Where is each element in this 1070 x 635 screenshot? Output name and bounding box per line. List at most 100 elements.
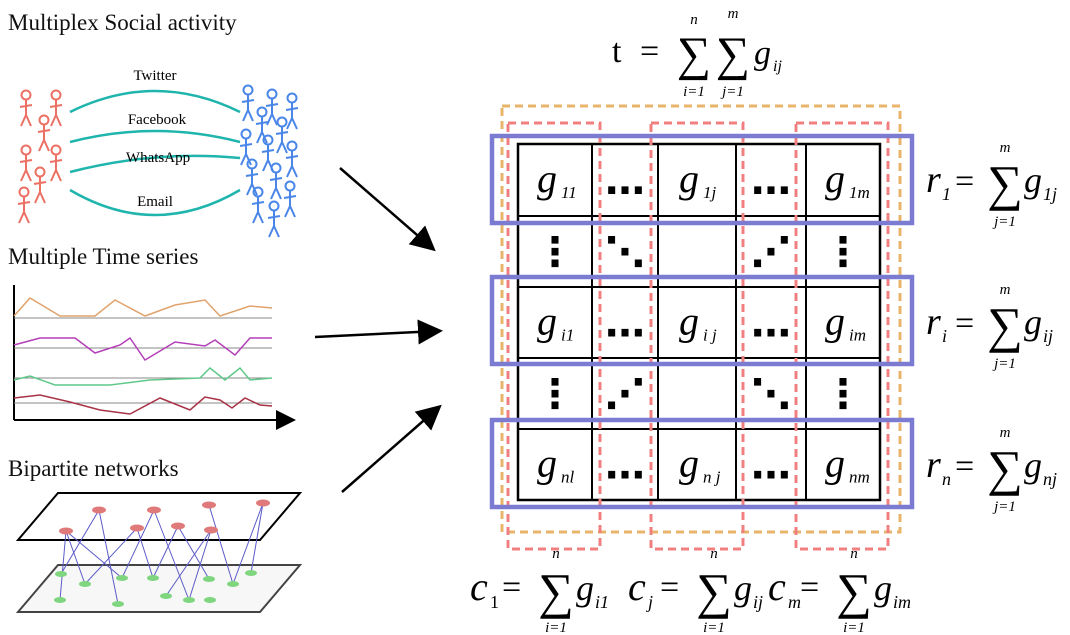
row-1-box [489, 133, 915, 226]
summand-index: im [893, 592, 911, 612]
column-j-box [649, 121, 745, 551]
twitter-label: Twitter [133, 68, 176, 84]
matrix-entry: g [537, 156, 557, 201]
sum-upper-limit: n [710, 546, 718, 562]
email-label: Email [137, 194, 173, 210]
facebook-link [69, 129, 241, 144]
summand: g [1024, 160, 1042, 200]
matrix-ellipsis: … [605, 158, 645, 204]
user-icon [267, 200, 281, 238]
equals-sign: = [955, 448, 974, 485]
equals-sign: = [955, 163, 974, 200]
row-sum-formula: r i = m∑ j=1 g ij [926, 282, 1053, 372]
column-sum-index: 1 [490, 592, 499, 612]
whatsapp-link [69, 154, 241, 174]
svg-text:n: n [690, 12, 698, 28]
matrix-entry-index: nm [849, 468, 870, 487]
matrix-group: g 11… g 1j… g 1m⋮ ⋱ ⋰ ⋮g i1… g i j… g im⋮ ⋰ ⋱ ⋮g nl… g n j…… [489, 104, 915, 551]
user-icon [33, 166, 47, 204]
matrix-ellipsis: ⋮ [823, 230, 863, 276]
user-icon [275, 116, 289, 154]
row-sum-symbol: r [926, 444, 941, 486]
timeseries-panel [13, 285, 296, 430]
row-sum-symbol: r [926, 159, 941, 201]
user-icon [19, 89, 33, 127]
sum-symbol: ∑ [987, 297, 1023, 353]
left-user-group [17, 89, 63, 224]
matrix-entry-index: 1m [849, 183, 870, 202]
sum-symbol: ∑ [538, 563, 574, 619]
equals-sign: = [660, 569, 679, 606]
matrix-entry-index: i1 [561, 326, 574, 345]
user-icon [19, 144, 33, 182]
summand-index: nj [1043, 469, 1057, 489]
row-sum-formulas: r 1 =m∑j=1g 1jr i =m∑j=1g ijr n =m∑j=1g nj [926, 140, 1057, 515]
input-arrows [314, 167, 443, 493]
twitter-link [69, 89, 241, 114]
column-1-box [506, 121, 602, 551]
matrix-entry-index: nl [561, 468, 575, 487]
sum-upper-limit: n [850, 546, 858, 562]
user-icon [283, 180, 297, 218]
user-icon [241, 84, 255, 122]
matrix-entry-index: n j [703, 468, 721, 487]
equals-sign: = [502, 569, 521, 606]
matrix-ellipsis: … [605, 443, 645, 489]
svg-text:j=1: j=1 [720, 84, 744, 100]
matrix-entry: g [825, 156, 845, 201]
column-sum-symbol: c [768, 564, 786, 609]
user-icon [37, 114, 51, 152]
matrix-ellipsis: ⋮ [535, 372, 575, 418]
row-i-box [489, 274, 915, 367]
user-icon [251, 186, 265, 224]
row-n-box [489, 417, 915, 510]
row-sum-index: i [942, 326, 947, 346]
bipartite-panel [15, 492, 303, 613]
sum-lower-limit: j=1 [992, 356, 1016, 372]
layer-links [69, 89, 241, 217]
matrix-entry: g [537, 441, 557, 486]
svg-text:g: g [754, 35, 771, 72]
svg-text:∑: ∑ [677, 28, 711, 81]
matrix-entry-index: 11 [561, 183, 577, 202]
top-layer-plane [15, 492, 303, 541]
user-icon [285, 140, 299, 178]
svg-text:∑: ∑ [716, 28, 750, 81]
summand: g [1024, 445, 1042, 485]
arrow-timeseries [314, 319, 443, 345]
matrix-ellipsis: ⋱ [605, 230, 645, 276]
column-sum-formula: c 1 = n∑i=1 g i1 [470, 546, 609, 635]
sum-lower-limit: j=1 [992, 499, 1016, 515]
svg-text:ij: ij [773, 58, 782, 75]
user-icon [255, 106, 269, 144]
series-3-line [13, 366, 273, 386]
matrix-entry: g [679, 441, 699, 486]
series-1-line [13, 297, 273, 317]
sum-symbol: ∑ [987, 440, 1023, 496]
user-icon [49, 89, 63, 127]
matrix-ellipsis: ⋮ [823, 372, 863, 418]
equals-sign: = [800, 569, 819, 606]
column-sum-formulas: c 1 =n∑i=1g i1 c j =n∑i=1g ij c m =n∑i=1g im [470, 546, 911, 635]
svg-text:t: t [612, 33, 622, 70]
summand-index: i1 [595, 592, 609, 612]
matrix-ellipsis: ⋰ [605, 372, 645, 418]
matrix-ellipsis: … [605, 301, 645, 347]
arrow-social [339, 167, 436, 252]
matrix-entry-index: i j [703, 326, 717, 345]
matrix-entry: g [825, 299, 845, 344]
right-user-group [239, 84, 299, 238]
matrix-ellipsis: … [751, 443, 791, 489]
matrix-entry: g [537, 299, 557, 344]
sum-symbol: ∑ [696, 563, 732, 619]
row-sum-formula: r n = m∑ j=1 g nj [926, 425, 1057, 515]
sum-lower-limit: i=1 [843, 620, 865, 635]
timeseries-panel-title: Multiple Time series [8, 244, 199, 269]
sum-lower-limit: j=1 [992, 214, 1016, 230]
sum-symbol: ∑ [987, 155, 1023, 211]
summand: g [734, 568, 752, 608]
user-icon [239, 128, 253, 166]
series-2-line [13, 336, 272, 362]
sum-upper-limit: m [1000, 425, 1011, 441]
